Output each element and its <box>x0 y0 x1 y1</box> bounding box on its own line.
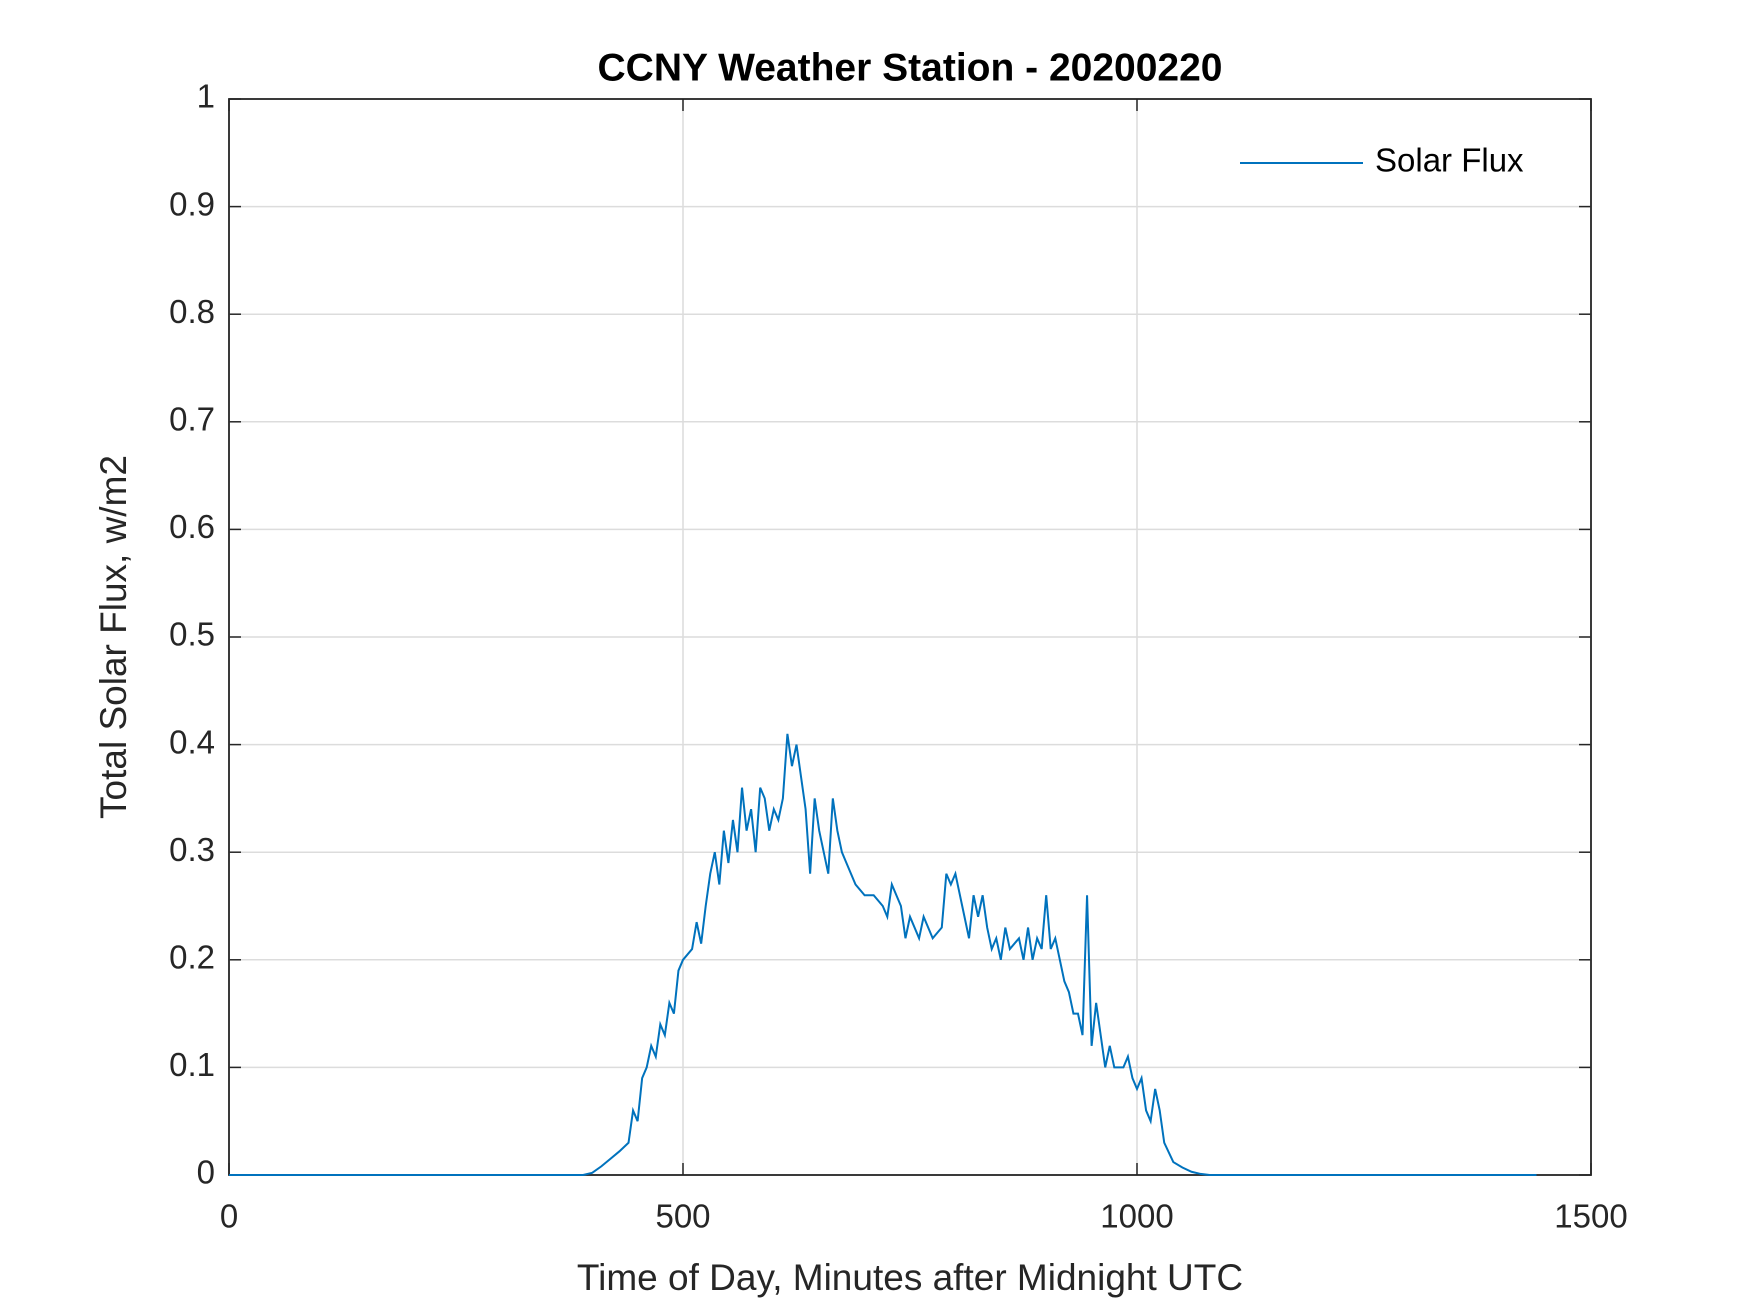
y-tick-label: 0 <box>197 1154 215 1191</box>
y-tick-label: 0.5 <box>169 616 215 653</box>
y-axis-label: Total Solar Flux, w/m2 <box>93 455 134 819</box>
y-tick-label: 0.4 <box>169 723 215 760</box>
x-tick-label: 1500 <box>1554 1198 1627 1235</box>
y-tick-label: 0.7 <box>169 401 215 438</box>
y-tick-label: 1 <box>197 78 215 115</box>
x-tick-label: 1000 <box>1100 1198 1173 1235</box>
y-tick-label: 0.2 <box>169 939 215 976</box>
chart-title: CCNY Weather Station - 20200220 <box>598 46 1223 89</box>
y-tick-label: 0.3 <box>169 831 215 868</box>
y-tick-label: 0.6 <box>169 508 215 545</box>
data-line <box>229 733 1537 1176</box>
legend-label: Solar Flux <box>1375 142 1524 179</box>
axes-box <box>228 98 1592 1176</box>
x-tick-label: 0 <box>220 1198 238 1235</box>
y-tick-label: 0.1 <box>169 1046 215 1083</box>
x-axis-label: Time of Day, Minutes after Midnight UTC <box>577 1257 1243 1298</box>
y-tick-label: 0.8 <box>169 293 215 330</box>
y-tick-label: 0.9 <box>169 185 215 222</box>
x-tick-label: 500 <box>655 1198 710 1235</box>
